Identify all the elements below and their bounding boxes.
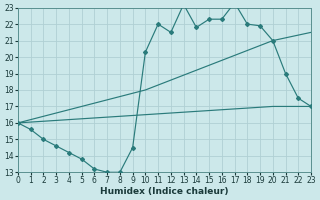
X-axis label: Humidex (Indice chaleur): Humidex (Indice chaleur) [100, 187, 229, 196]
